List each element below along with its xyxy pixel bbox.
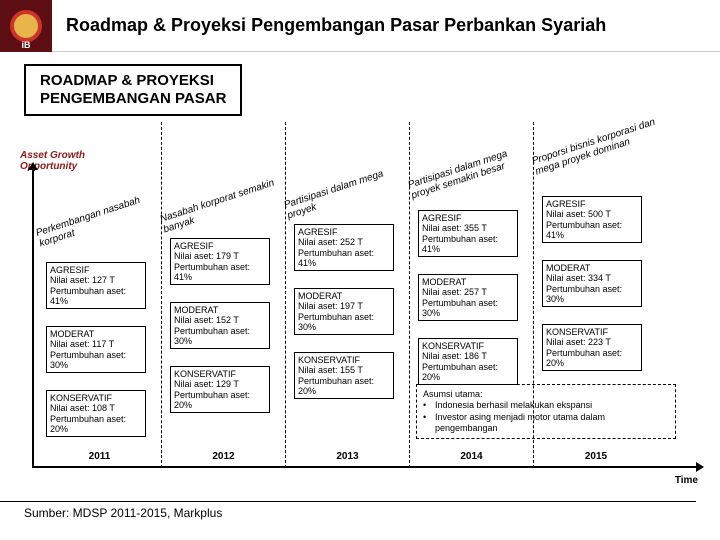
scenario-title: MODERAT bbox=[422, 277, 514, 287]
scenario-title: MODERAT bbox=[546, 263, 638, 273]
scenario-title: MODERAT bbox=[298, 291, 390, 301]
scenario-box: AGRESIFNilai aset: 500 TPertumbuhan aset… bbox=[542, 196, 642, 243]
scenario-asset: Nilai aset: 334 T bbox=[546, 273, 638, 283]
scenario-growth: Pertumbuhan aset: 30% bbox=[422, 298, 514, 319]
scenario-box: AGRESIFNilai aset: 355 TPertumbuhan aset… bbox=[418, 210, 518, 257]
scenario-box: MODERATNilai aset: 117 TPertumbuhan aset… bbox=[46, 326, 146, 373]
year-label: 2012 bbox=[162, 451, 285, 462]
year-label: 2014 bbox=[410, 451, 533, 462]
roadmap-title-box: ROADMAP & PROYEKSI PENGEMBANGAN PASAR bbox=[24, 64, 242, 116]
scenario-title: MODERAT bbox=[174, 305, 266, 315]
year-label: 2011 bbox=[38, 451, 161, 462]
scenario-growth: Pertumbuhan aset: 20% bbox=[50, 414, 142, 435]
assumptions-box: Asumsi utama: •Indonesia berhasil melaku… bbox=[416, 384, 676, 439]
scenario-growth: Pertumbuhan aset: 20% bbox=[422, 362, 514, 383]
year-column: 2012 bbox=[162, 122, 286, 468]
logo-icon bbox=[10, 10, 42, 42]
scenario-title: AGRESIF bbox=[546, 199, 638, 209]
scenario-box: AGRESIFNilai aset: 179 TPertumbuhan aset… bbox=[170, 238, 270, 285]
scenario-growth: Pertumbuhan aset: 30% bbox=[174, 326, 266, 347]
scenario-title: KONSERVATIF bbox=[174, 369, 266, 379]
scenario-title: AGRESIF bbox=[422, 213, 514, 223]
year-label: 2013 bbox=[286, 451, 409, 462]
page-title: Roadmap & Proyeksi Pengembangan Pasar Pe… bbox=[66, 15, 606, 36]
scenario-title: AGRESIF bbox=[298, 227, 390, 237]
scenario-growth: Pertumbuhan aset: 41% bbox=[174, 262, 266, 283]
logo: iB bbox=[0, 0, 52, 52]
scenario-asset: Nilai aset: 186 T bbox=[422, 351, 514, 361]
y-axis bbox=[32, 170, 34, 468]
scenario-title: MODERAT bbox=[50, 329, 142, 339]
scenario-asset: Nilai aset: 108 T bbox=[50, 403, 142, 413]
scenario-box: KONSERVATIFNilai aset: 223 TPertumbuhan … bbox=[542, 324, 642, 371]
scenario-asset: Nilai aset: 152 T bbox=[174, 315, 266, 325]
assumptions-title: Asumsi utama: bbox=[423, 389, 669, 400]
scenario-growth: Pertumbuhan aset: 20% bbox=[174, 390, 266, 411]
scenario-title: KONSERVATIF bbox=[546, 327, 638, 337]
scenario-box: MODERATNilai aset: 197 TPertumbuhan aset… bbox=[294, 288, 394, 335]
scenario-asset: Nilai aset: 129 T bbox=[174, 379, 266, 389]
assumption-item: Indonesia berhasil melakukan ekspansi bbox=[435, 400, 592, 411]
scenario-asset: Nilai aset: 257 T bbox=[422, 287, 514, 297]
x-axis-label: Time bbox=[675, 475, 698, 486]
scenario-asset: Nilai aset: 252 T bbox=[298, 237, 390, 247]
scenario-title: AGRESIF bbox=[50, 265, 142, 275]
header: iB Roadmap & Proyeksi Pengembangan Pasar… bbox=[0, 0, 720, 52]
scenario-asset: Nilai aset: 500 T bbox=[546, 209, 638, 219]
scenario-growth: Pertumbuhan aset: 30% bbox=[546, 284, 638, 305]
main-content: ROADMAP & PROYEKSI PENGEMBANGAN PASAR As… bbox=[0, 52, 720, 520]
source-text: Sumber: MDSP 2011-2015, Markplus bbox=[24, 506, 222, 520]
scenario-title: KONSERVATIF bbox=[298, 355, 390, 365]
scenario-growth: Pertumbuhan aset: 20% bbox=[298, 376, 390, 397]
scenario-title: AGRESIF bbox=[174, 241, 266, 251]
scenario-asset: Nilai aset: 179 T bbox=[174, 251, 266, 261]
chart: Asset Growth Opportunity Time 2011Perkem… bbox=[24, 122, 696, 492]
scenario-box: KONSERVATIFNilai aset: 155 TPertumbuhan … bbox=[294, 352, 394, 399]
assumption-item: Investor asing menjadi motor utama dalam… bbox=[435, 412, 669, 435]
scenario-asset: Nilai aset: 155 T bbox=[298, 365, 390, 375]
scenario-asset: Nilai aset: 197 T bbox=[298, 301, 390, 311]
scenario-box: AGRESIFNilai aset: 127 TPertumbuhan aset… bbox=[46, 262, 146, 309]
scenario-box: KONSERVATIFNilai aset: 108 TPertumbuhan … bbox=[46, 390, 146, 437]
roadmap-title-2: PENGEMBANGAN PASAR bbox=[40, 90, 226, 108]
scenario-growth: Pertumbuhan aset: 30% bbox=[50, 350, 142, 371]
scenario-box: MODERATNilai aset: 257 TPertumbuhan aset… bbox=[418, 274, 518, 321]
scenario-asset: Nilai aset: 117 T bbox=[50, 339, 142, 349]
scenario-box: KONSERVATIFNilai aset: 129 TPertumbuhan … bbox=[170, 366, 270, 413]
scenario-growth: Pertumbuhan aset: 41% bbox=[546, 220, 638, 241]
scenario-asset: Nilai aset: 223 T bbox=[546, 337, 638, 347]
scenario-title: KONSERVATIF bbox=[50, 393, 142, 403]
divider bbox=[0, 501, 696, 502]
scenario-growth: Pertumbuhan aset: 20% bbox=[546, 348, 638, 369]
scenario-asset: Nilai aset: 127 T bbox=[50, 275, 142, 285]
scenario-box: MODERATNilai aset: 152 TPertumbuhan aset… bbox=[170, 302, 270, 349]
scenario-title: KONSERVATIF bbox=[422, 341, 514, 351]
scenario-box: KONSERVATIFNilai aset: 186 TPertumbuhan … bbox=[418, 338, 518, 385]
scenario-growth: Pertumbuhan aset: 41% bbox=[422, 234, 514, 255]
scenario-growth: Pertumbuhan aset: 41% bbox=[50, 286, 142, 307]
scenario-box: MODERATNilai aset: 334 TPertumbuhan aset… bbox=[542, 260, 642, 307]
scenario-growth: Pertumbuhan aset: 41% bbox=[298, 248, 390, 269]
scenario-growth: Pertumbuhan aset: 30% bbox=[298, 312, 390, 333]
scenario-asset: Nilai aset: 355 T bbox=[422, 223, 514, 233]
roadmap-title-1: ROADMAP & PROYEKSI bbox=[40, 72, 226, 90]
scenario-box: AGRESIFNilai aset: 252 TPertumbuhan aset… bbox=[294, 224, 394, 271]
year-label: 2015 bbox=[534, 451, 658, 462]
logo-text: iB bbox=[22, 40, 31, 50]
